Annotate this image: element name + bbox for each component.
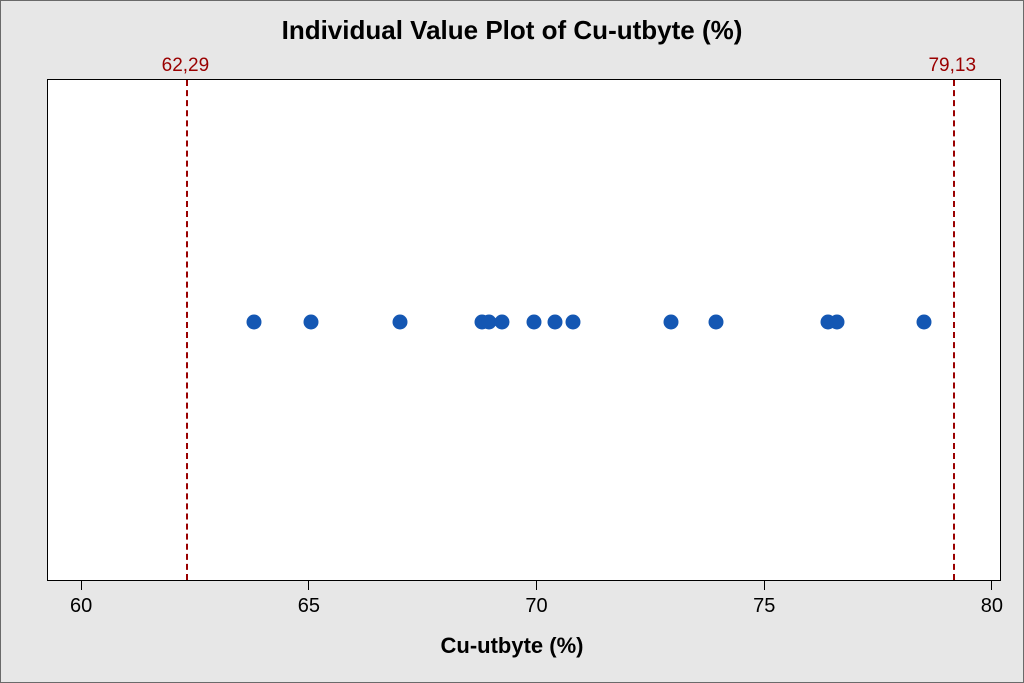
x-tick-label: 65 (298, 595, 320, 618)
data-point (565, 315, 580, 330)
data-point (392, 315, 407, 330)
data-point (709, 315, 724, 330)
data-point (527, 315, 542, 330)
x-tick (308, 581, 309, 590)
x-axis-label: Cu-utbyte (%) (1, 633, 1023, 659)
x-tick (536, 581, 537, 590)
reference-line-label: 79,13 (928, 55, 976, 77)
chart-title: Individual Value Plot of Cu-utbyte (%) (1, 15, 1023, 46)
plot-region (47, 79, 1001, 581)
data-point (495, 315, 510, 330)
x-tick-label: 75 (753, 595, 775, 618)
x-tick-label: 60 (70, 595, 92, 618)
x-tick (81, 581, 82, 590)
data-point (247, 315, 262, 330)
x-tick (764, 581, 765, 590)
data-point (663, 315, 678, 330)
data-point (916, 315, 931, 330)
chart-canvas: Individual Value Plot of Cu-utbyte (%) 62… (0, 0, 1024, 683)
reference-line (953, 80, 955, 580)
data-point (830, 315, 845, 330)
reference-line (186, 80, 188, 580)
x-tick (991, 581, 992, 590)
x-tick-label: 80 (981, 595, 1003, 618)
reference-line-label: 62,29 (162, 55, 210, 77)
x-tick-label: 70 (525, 595, 547, 618)
data-point (547, 315, 562, 330)
data-point (304, 315, 319, 330)
